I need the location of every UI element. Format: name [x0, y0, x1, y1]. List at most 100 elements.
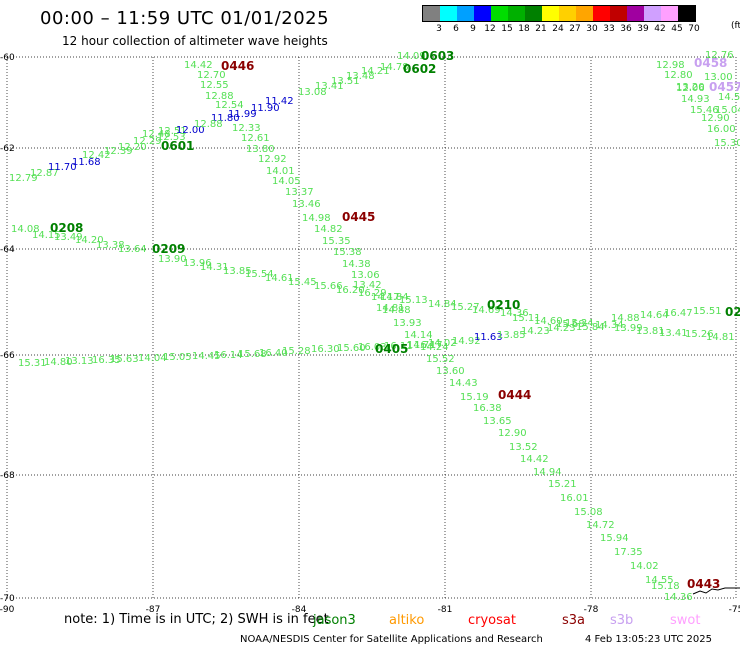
wave-height-reading: 14.24	[420, 342, 449, 353]
wave-height-reading: 14.78	[380, 62, 409, 73]
pass-label: 0443	[687, 577, 720, 591]
legend-label: 15	[501, 24, 513, 34]
wave-height-reading: 15.08	[574, 507, 603, 518]
wave-height-reading: 14.08	[11, 224, 40, 235]
wave-height-reading: 12.98	[656, 60, 685, 71]
wave-height-reading: 12.20	[118, 142, 147, 153]
wave-height-reading: 15.66	[314, 281, 343, 292]
wave-height-reading: 16.14	[214, 350, 243, 361]
wave-height-reading: 13.41	[315, 81, 344, 92]
legend-swatch	[440, 6, 457, 21]
wave-height-reading: 13.46	[292, 199, 321, 210]
wave-height-reading: 12.54	[215, 100, 244, 111]
wave-height-reading: 15.38	[333, 247, 362, 258]
wave-height-reading: 13.42	[353, 280, 382, 291]
wave-height-reading: 15.28	[282, 346, 311, 357]
wave-height-reading: 12.88	[194, 119, 223, 130]
wave-height-reading: 13.08	[298, 87, 327, 98]
legend-label: 33	[603, 24, 615, 34]
legend-label: 39	[637, 24, 649, 34]
map-title: 00:00 – 11:59 UTC 01/01/2025	[40, 8, 330, 29]
wave-height-readings: 14.4212.7012.5512.8812.5411.9911.8011.90…	[9, 50, 740, 603]
wave-height-reading: 14.34	[595, 320, 624, 331]
legend-swatch	[661, 6, 678, 21]
pass-label: 0209	[152, 242, 185, 256]
wave-height-reading: 16.40	[259, 348, 288, 359]
wave-height-reading: 13.85	[497, 330, 526, 341]
legend-swatch	[525, 6, 542, 21]
wave-height-reading: 13.93	[393, 318, 422, 329]
wave-height-reading: 12.70	[197, 70, 226, 81]
legend-label: 24	[552, 24, 564, 34]
wave-height-reading: 14.80	[44, 357, 73, 368]
wave-height-reading: 13.00	[704, 72, 733, 83]
y-tick-label: -68	[0, 471, 15, 481]
wave-height-reading: 14.61	[265, 273, 294, 284]
wave-height-reading: 11.63	[474, 332, 503, 343]
wave-height-reading: 15.34	[565, 318, 594, 329]
wave-height-reading: 12.90	[498, 428, 527, 439]
legend-labels: 3 6 9 12 15 18 21 24 27 30 33 36 39 42 45 70	[422, 22, 700, 36]
wave-height-reading: 13.64	[118, 244, 147, 255]
wave-height-reading: 16.11	[384, 341, 413, 352]
wave-height-reading: 12.51	[158, 126, 187, 137]
wave-height-reading: 16.17	[414, 340, 443, 351]
sat-cryosat: cryosat	[468, 613, 516, 628]
wave-height-reading: 16.01	[560, 493, 589, 504]
wave-height-reading: 15.21	[548, 479, 577, 490]
sat-swot: swot	[670, 613, 701, 628]
wave-height-reading: 15.05	[163, 352, 192, 363]
wave-height-reading: 15.31	[18, 358, 47, 369]
wave-height-reading: 15.68	[556, 319, 585, 330]
wave-height-reading: 12.42	[82, 150, 111, 161]
wave-height-reading: 15.94	[600, 533, 629, 544]
wave-height-reading: 15.18	[651, 581, 680, 592]
wave-height-reading: 12.33	[232, 123, 261, 134]
x-tick-label: -90	[0, 605, 15, 615]
sat-s3a: s3a	[562, 613, 586, 628]
wave-height-reading: 14.42	[520, 454, 549, 465]
wave-height-reading: 12.00	[176, 125, 205, 136]
wave-height-reading: 15.30	[714, 138, 740, 149]
pass-label: 0603	[421, 49, 454, 63]
pass-label: 0405	[375, 342, 408, 356]
wave-height-reading: 16.30	[311, 344, 340, 355]
y-tick-label: -62	[0, 144, 15, 154]
wave-height-reading: 12.87	[30, 168, 59, 179]
wave-height-reading: 14.04	[138, 353, 167, 364]
wave-height-reading: 14.20	[75, 235, 104, 246]
grid-lines	[6, 56, 737, 599]
wave-height-reading: 14.82	[314, 224, 343, 235]
legend-swatch	[542, 6, 559, 21]
wave-height-reading: 15.13	[399, 295, 428, 306]
wave-height-reading: 14.81	[706, 332, 735, 343]
axis-tick-labels: -90 -87 -84 -81 -78 -75 -60 -62 -64 -66 -68 -70	[0, 53, 740, 615]
legend-swatch	[559, 6, 576, 21]
wave-height-reading: 14.64	[640, 310, 669, 321]
wave-height-reading: 14.05	[272, 176, 301, 187]
wave-height-reading: 14.98	[302, 213, 331, 224]
wave-height-reading: 14.53	[718, 92, 740, 103]
legend-swatch	[491, 6, 508, 21]
wave-height-reading: 12.48	[142, 129, 171, 140]
wave-height-reading: 14.09	[397, 51, 426, 62]
legend-swatch	[508, 6, 525, 21]
wave-height-reading: 13.60	[436, 366, 465, 377]
sat-s3b: s3b	[610, 613, 634, 628]
wave-height-reading: 14.88	[382, 305, 411, 316]
y-tick-label: -70	[0, 594, 15, 604]
wave-height-reading: 15.45	[288, 277, 317, 288]
wave-height-reading: 16.47	[664, 308, 693, 319]
wave-height-reading: 14.23	[521, 326, 550, 337]
legend-color-bar	[422, 5, 696, 22]
wave-height-reading: 16.38	[473, 403, 502, 414]
x-tick-label: -78	[584, 605, 599, 615]
credit-line: NOAA/NESDIS Center for Satellite Applica…	[240, 634, 543, 645]
wave-height-reading: 14.92	[452, 336, 481, 347]
legend-swatch	[610, 6, 627, 21]
wave-height-reading: 16.03	[358, 342, 387, 353]
wave-height-reading: 12.90	[701, 113, 730, 124]
wave-height-reading: 15.68	[238, 349, 267, 360]
wave-height-reading: 13.13	[65, 356, 94, 367]
wave-height-reading: 15.52	[426, 354, 455, 365]
